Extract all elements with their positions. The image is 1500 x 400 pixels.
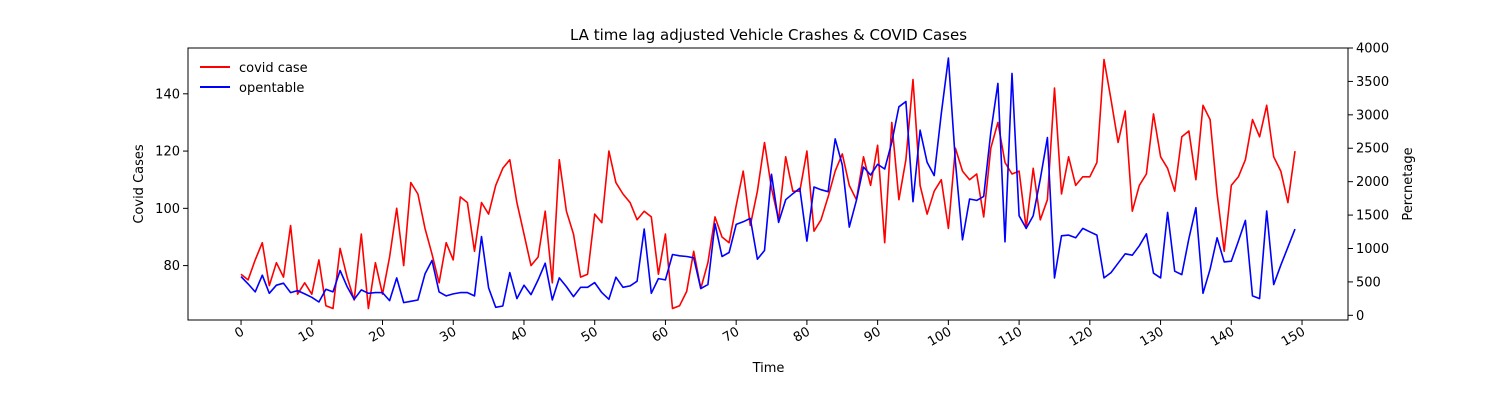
x-axis: 0 10 20 30 40 50 60 70 80 90 100 110 120 130 140 150 [232, 320, 1308, 350]
y-left-tick-label: 100 [155, 202, 180, 217]
x-tick-label: 0 [232, 324, 247, 341]
y-right-tick-label: 1500 [1356, 209, 1389, 224]
y-right-tick-label: 4000 [1356, 42, 1389, 57]
x-tick-label: 60 [650, 324, 672, 345]
x-tick-label: 90 [862, 324, 884, 345]
x-tick-label: 110 [996, 324, 1025, 349]
x-tick-label: 130 [1138, 324, 1167, 349]
x-tick-label: 140 [1208, 324, 1237, 349]
plot-layer [240, 57, 1296, 310]
y-axis-left-label: Covid Cases [132, 144, 147, 224]
x-tick-label: 10 [296, 324, 318, 345]
plot-frame [187, 47, 1349, 321]
series-line-opentable [240, 57, 1296, 309]
x-tick-label: 80 [791, 324, 813, 345]
y-left-tick-label: 120 [155, 145, 180, 160]
y-left-tick-label: 80 [163, 259, 180, 274]
x-tick-label: 70 [720, 324, 742, 345]
y-right-tick-label: 500 [1356, 275, 1381, 290]
x-tick-label: 20 [367, 324, 389, 345]
y-right-tick-label: 0 [1356, 309, 1364, 324]
y-left-tick-label: 140 [155, 87, 180, 102]
x-tick-label: 40 [508, 324, 530, 345]
y-axis-right: 0 500 1000 1500 2000 2500 3000 3500 4000 [1348, 42, 1389, 324]
y-right-tick-label: 1000 [1356, 242, 1389, 257]
x-tick-label: 30 [437, 324, 459, 345]
legend: covid case opentable [200, 61, 308, 96]
x-tick-label: 150 [1279, 324, 1308, 349]
y-right-tick-label: 3000 [1356, 108, 1389, 123]
y-right-tick-label: 2000 [1356, 175, 1389, 190]
legend-label-opentable: opentable [239, 81, 304, 96]
y-axis-left: 80 100 120 140 [155, 87, 188, 274]
y-right-tick-label: 3500 [1356, 75, 1389, 90]
series-line-covid-case [240, 58, 1296, 310]
chart-title: LA time lag adjusted Vehicle Crashes & C… [570, 26, 967, 44]
x-tick-label: 100 [925, 324, 954, 349]
x-tick-label: 50 [579, 324, 601, 345]
x-tick-label: 120 [1067, 324, 1096, 349]
x-axis-label: Time [752, 361, 785, 376]
legend-label-covid-case: covid case [239, 61, 308, 76]
y-axis-right-label: Percnetage [1401, 147, 1416, 220]
y-right-tick-label: 2500 [1356, 142, 1389, 157]
